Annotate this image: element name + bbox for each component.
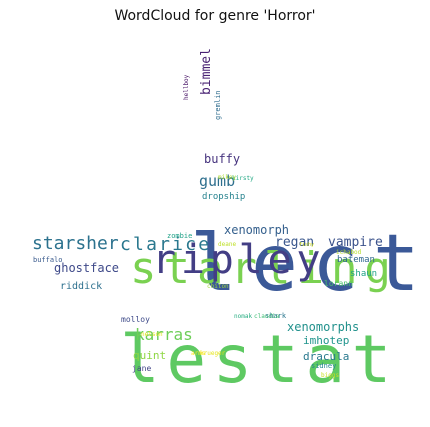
word-zombie: zombie: [167, 232, 192, 240]
word-hellboy: hellboy: [183, 74, 190, 100]
word-regan: regan: [275, 235, 314, 250]
word-clarice: clarice: [120, 234, 211, 255]
word-claudia: claudia: [254, 313, 280, 320]
word-mikey: mikey: [218, 174, 236, 181]
word-nelson: nelson: [141, 331, 163, 338]
word-gumb: gumb: [199, 172, 235, 190]
word-nomak: nomak: [234, 313, 252, 320]
word-ichabod: ichabod: [336, 249, 362, 256]
word-shaun: shaun: [350, 269, 377, 279]
word-lestat: lestat: [120, 321, 398, 398]
word-bimmel: bimmel: [199, 48, 214, 95]
word-xenomorph: xenomorph: [224, 223, 289, 237]
word-fishy: fishy: [299, 242, 314, 248]
word-starling: starling: [130, 243, 398, 294]
word-gremlin: gremlin: [214, 90, 222, 120]
word-chiton: chiton: [207, 283, 229, 290]
word-starsher: starsher: [32, 233, 119, 254]
chart-title: WordCloud for genre 'Horror': [114, 8, 316, 24]
word-kirsty: kirsty: [232, 175, 254, 182]
word-bateman: bateman: [337, 255, 375, 265]
word-buffalo: buffalo: [33, 256, 63, 264]
word-buffy: buffy: [204, 152, 240, 166]
word-sidney: sidney: [311, 362, 336, 370]
word-arms: arms: [191, 350, 206, 357]
word-molloy: molloy: [121, 315, 150, 324]
word-karras: karras: [135, 325, 193, 344]
word-shark: shark: [265, 312, 287, 320]
word-deane: deane: [218, 241, 236, 248]
word-xenomorphs: xenomorphs: [287, 320, 359, 334]
word-vampire: vampire: [328, 235, 383, 250]
word-jane: jane: [132, 364, 151, 373]
word-riddick: riddick: [60, 281, 102, 292]
word-dracula: dracula: [303, 350, 349, 363]
word-krueger: krueger: [200, 350, 226, 357]
word-ripley: ripley: [152, 237, 325, 283]
word-lecter: lecter: [190, 219, 430, 309]
word-quint: quint: [133, 349, 166, 362]
word-lorann: lorann: [324, 279, 353, 288]
word-dropship: dropship: [202, 192, 245, 202]
word-biggs: biggs: [321, 372, 339, 379]
word-ghostface: ghostface: [54, 261, 119, 275]
word-imhotep: imhotep: [303, 334, 349, 347]
